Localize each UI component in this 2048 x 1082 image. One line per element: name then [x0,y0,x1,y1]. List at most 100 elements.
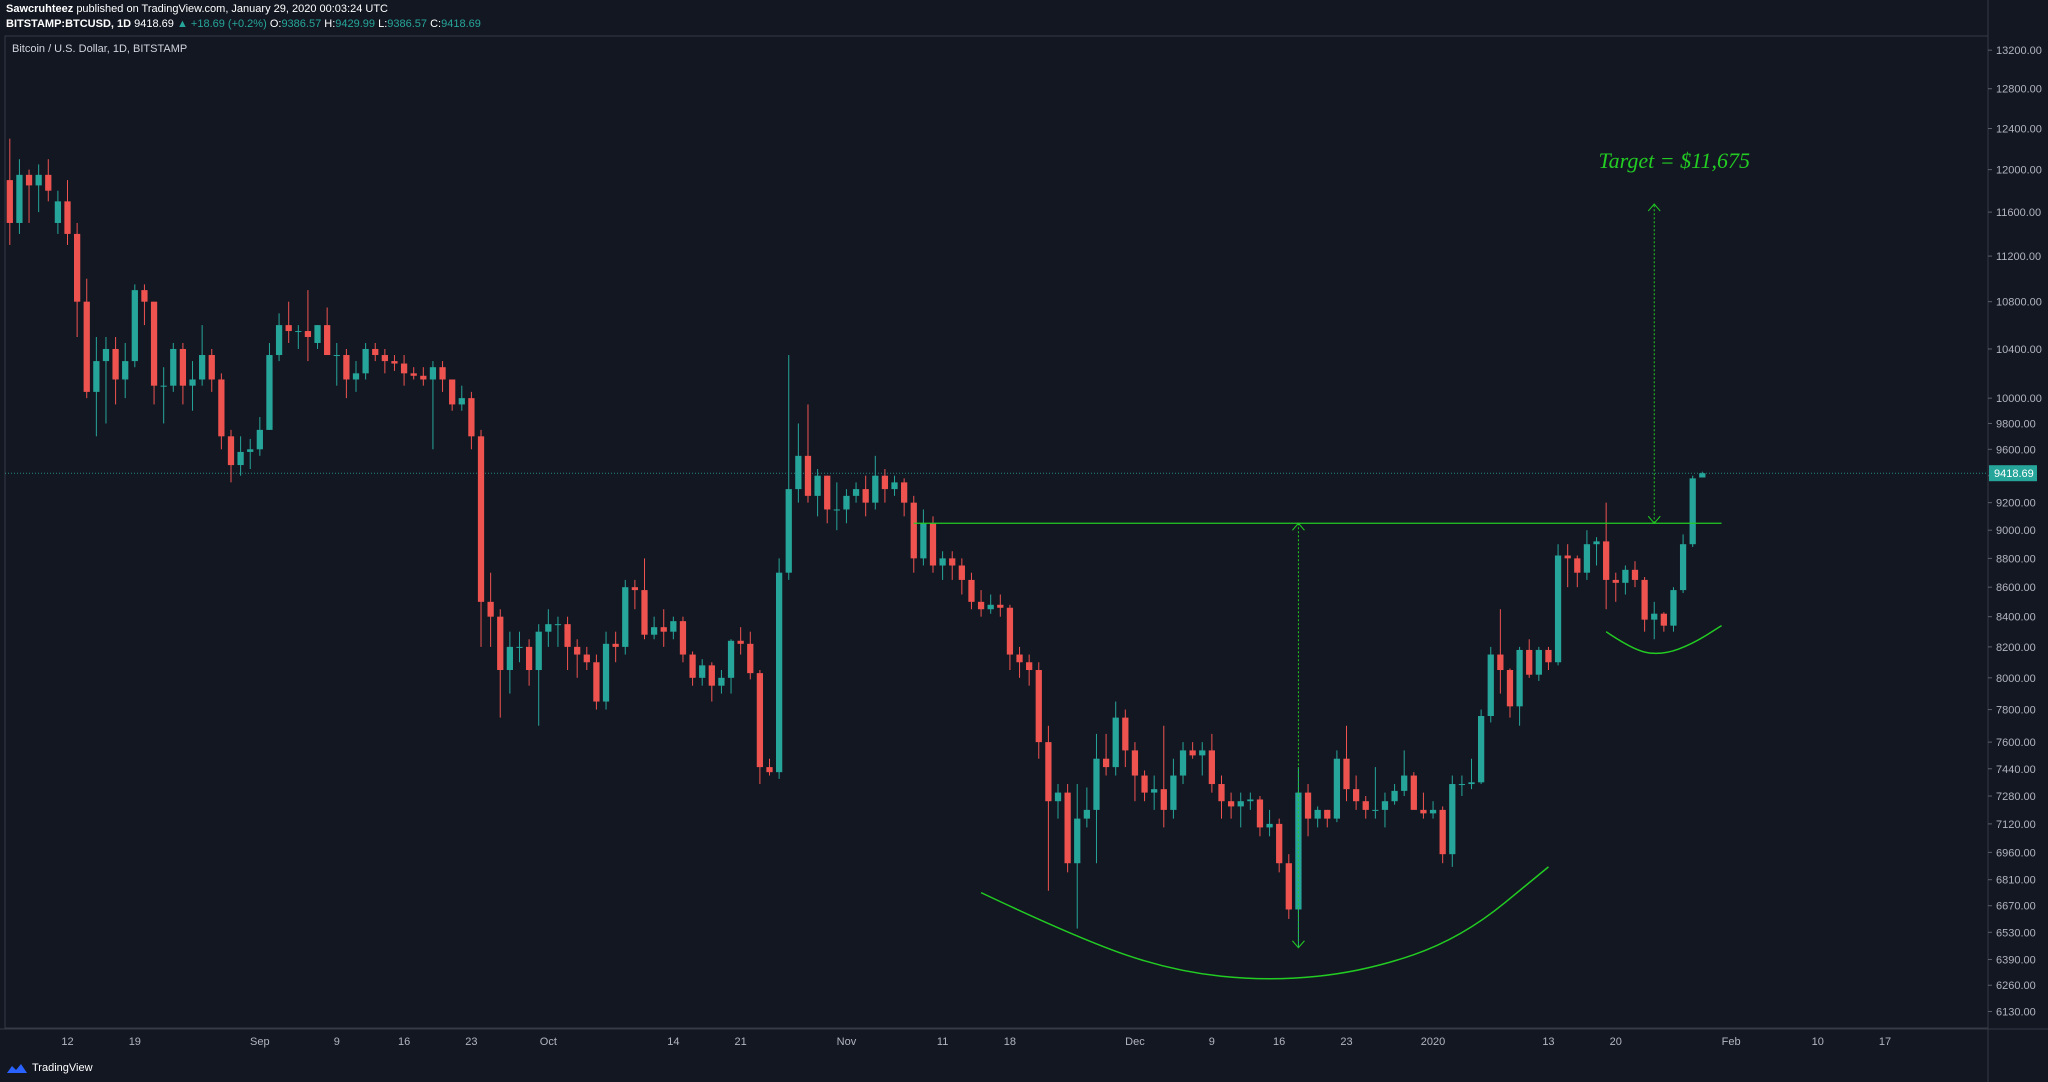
candle-up [718,677,725,686]
candle-up [1478,716,1485,783]
candle-up [1151,789,1158,793]
candle-up [1516,649,1523,707]
candle-up [122,361,129,380]
x-tick-label: 21 [735,1036,747,1048]
candle-down [1410,775,1417,810]
author-name[interactable]: Sawcruhteez [6,3,74,15]
candle-down [227,436,235,466]
x-tick-label: Feb [1722,1036,1741,1048]
candle-up [843,495,850,510]
candle-up [333,355,340,357]
candle-up [1670,590,1677,626]
x-tick-label: 19 [129,1036,141,1048]
candle-down [1612,579,1619,583]
tradingview-logo-icon[interactable] [6,1062,28,1074]
candle-down [631,587,639,591]
candle-up [852,489,860,496]
y-tick-label: 10400.00 [1996,344,2042,356]
candle-down [641,590,648,635]
candle-down [6,180,13,223]
candle-up [131,290,138,362]
candle-down [1208,750,1215,785]
open-label: O: [269,18,282,30]
candle-up [1237,801,1244,807]
candle-up [1699,473,1706,478]
candle-down [1122,717,1129,751]
x-tick-label: 9 [334,1036,340,1048]
candle-up [506,646,513,671]
candle-down [689,654,696,678]
candle-up [1372,809,1379,811]
candle-up [199,355,206,380]
y-tick-label: 11200.00 [1996,251,2041,263]
candle-up [429,367,437,380]
candle-down [83,301,90,392]
candle-up [785,489,792,573]
candle-down [1526,649,1533,675]
candle-up [93,361,100,392]
x-tick-label: 17 [1879,1036,1891,1048]
y-tick-label: 6670.00 [1996,901,2036,913]
candle-up [602,643,610,702]
footer-brand[interactable]: TradingView [32,1062,93,1074]
candle-down [766,767,773,773]
candle-down [45,174,52,191]
candle-down [1227,801,1235,807]
candle-up [1314,809,1321,819]
candle-down [420,375,427,380]
x-tick-label: 20 [1610,1036,1622,1048]
candle-up [16,174,23,223]
candle-up [920,523,927,559]
cup-curve [980,866,1549,980]
y-tick-label: 6260.00 [1996,980,2036,992]
candle-down [1506,670,1514,707]
candle-up [54,201,62,223]
target-label: Target = $11,675 [1598,148,1750,173]
candle-up [1391,790,1398,802]
candle-down [497,616,504,671]
candle-down [1256,799,1264,828]
candle-up [237,451,244,466]
candle-up [1093,758,1100,810]
publish-info: published on TradingView.com, January 29… [76,3,388,15]
candle-up [362,348,369,374]
candle-down [949,558,956,566]
candle-up [1074,818,1081,864]
candle-down [324,325,331,356]
candle-down [901,482,908,503]
candle-down [958,565,965,580]
candle-down [1497,654,1504,671]
candle-down [1285,863,1292,910]
candle-down [179,348,187,386]
candle-down [343,355,350,380]
candle-down [1131,750,1139,776]
candle-down [525,646,533,671]
candle-down [25,174,33,186]
candle-down [468,398,475,437]
last-price-label: 9418.69 [1994,468,2034,480]
y-tick-label: 7600.00 [1996,737,2036,749]
y-tick-label: 6810.00 [1996,875,2036,887]
candle-up [275,325,283,356]
candle-up [891,482,898,490]
candle-down [1026,662,1033,671]
y-tick-label: 8000.00 [1996,673,2036,685]
y-tick-label: 7120.00 [1996,819,2036,831]
candle-up [987,604,994,610]
y-tick-label: 11600.00 [1996,207,2041,219]
y-tick-label: 7440.00 [1996,764,2036,776]
candle-down [1276,823,1283,864]
target-arrow-head [1647,203,1661,212]
candle-down [862,489,869,503]
candle-down [737,640,744,644]
candle-up [247,449,254,452]
y-tick-label: 9600.00 [1996,444,2036,456]
x-tick-label: 9 [1209,1036,1215,1048]
candle-down [1660,613,1667,626]
x-tick-label: 12 [61,1036,73,1048]
x-tick-label: Nov [837,1036,857,1048]
candle-down [1189,750,1196,756]
y-tick-label: 12000.00 [1996,165,2042,177]
candle-down [881,475,889,490]
